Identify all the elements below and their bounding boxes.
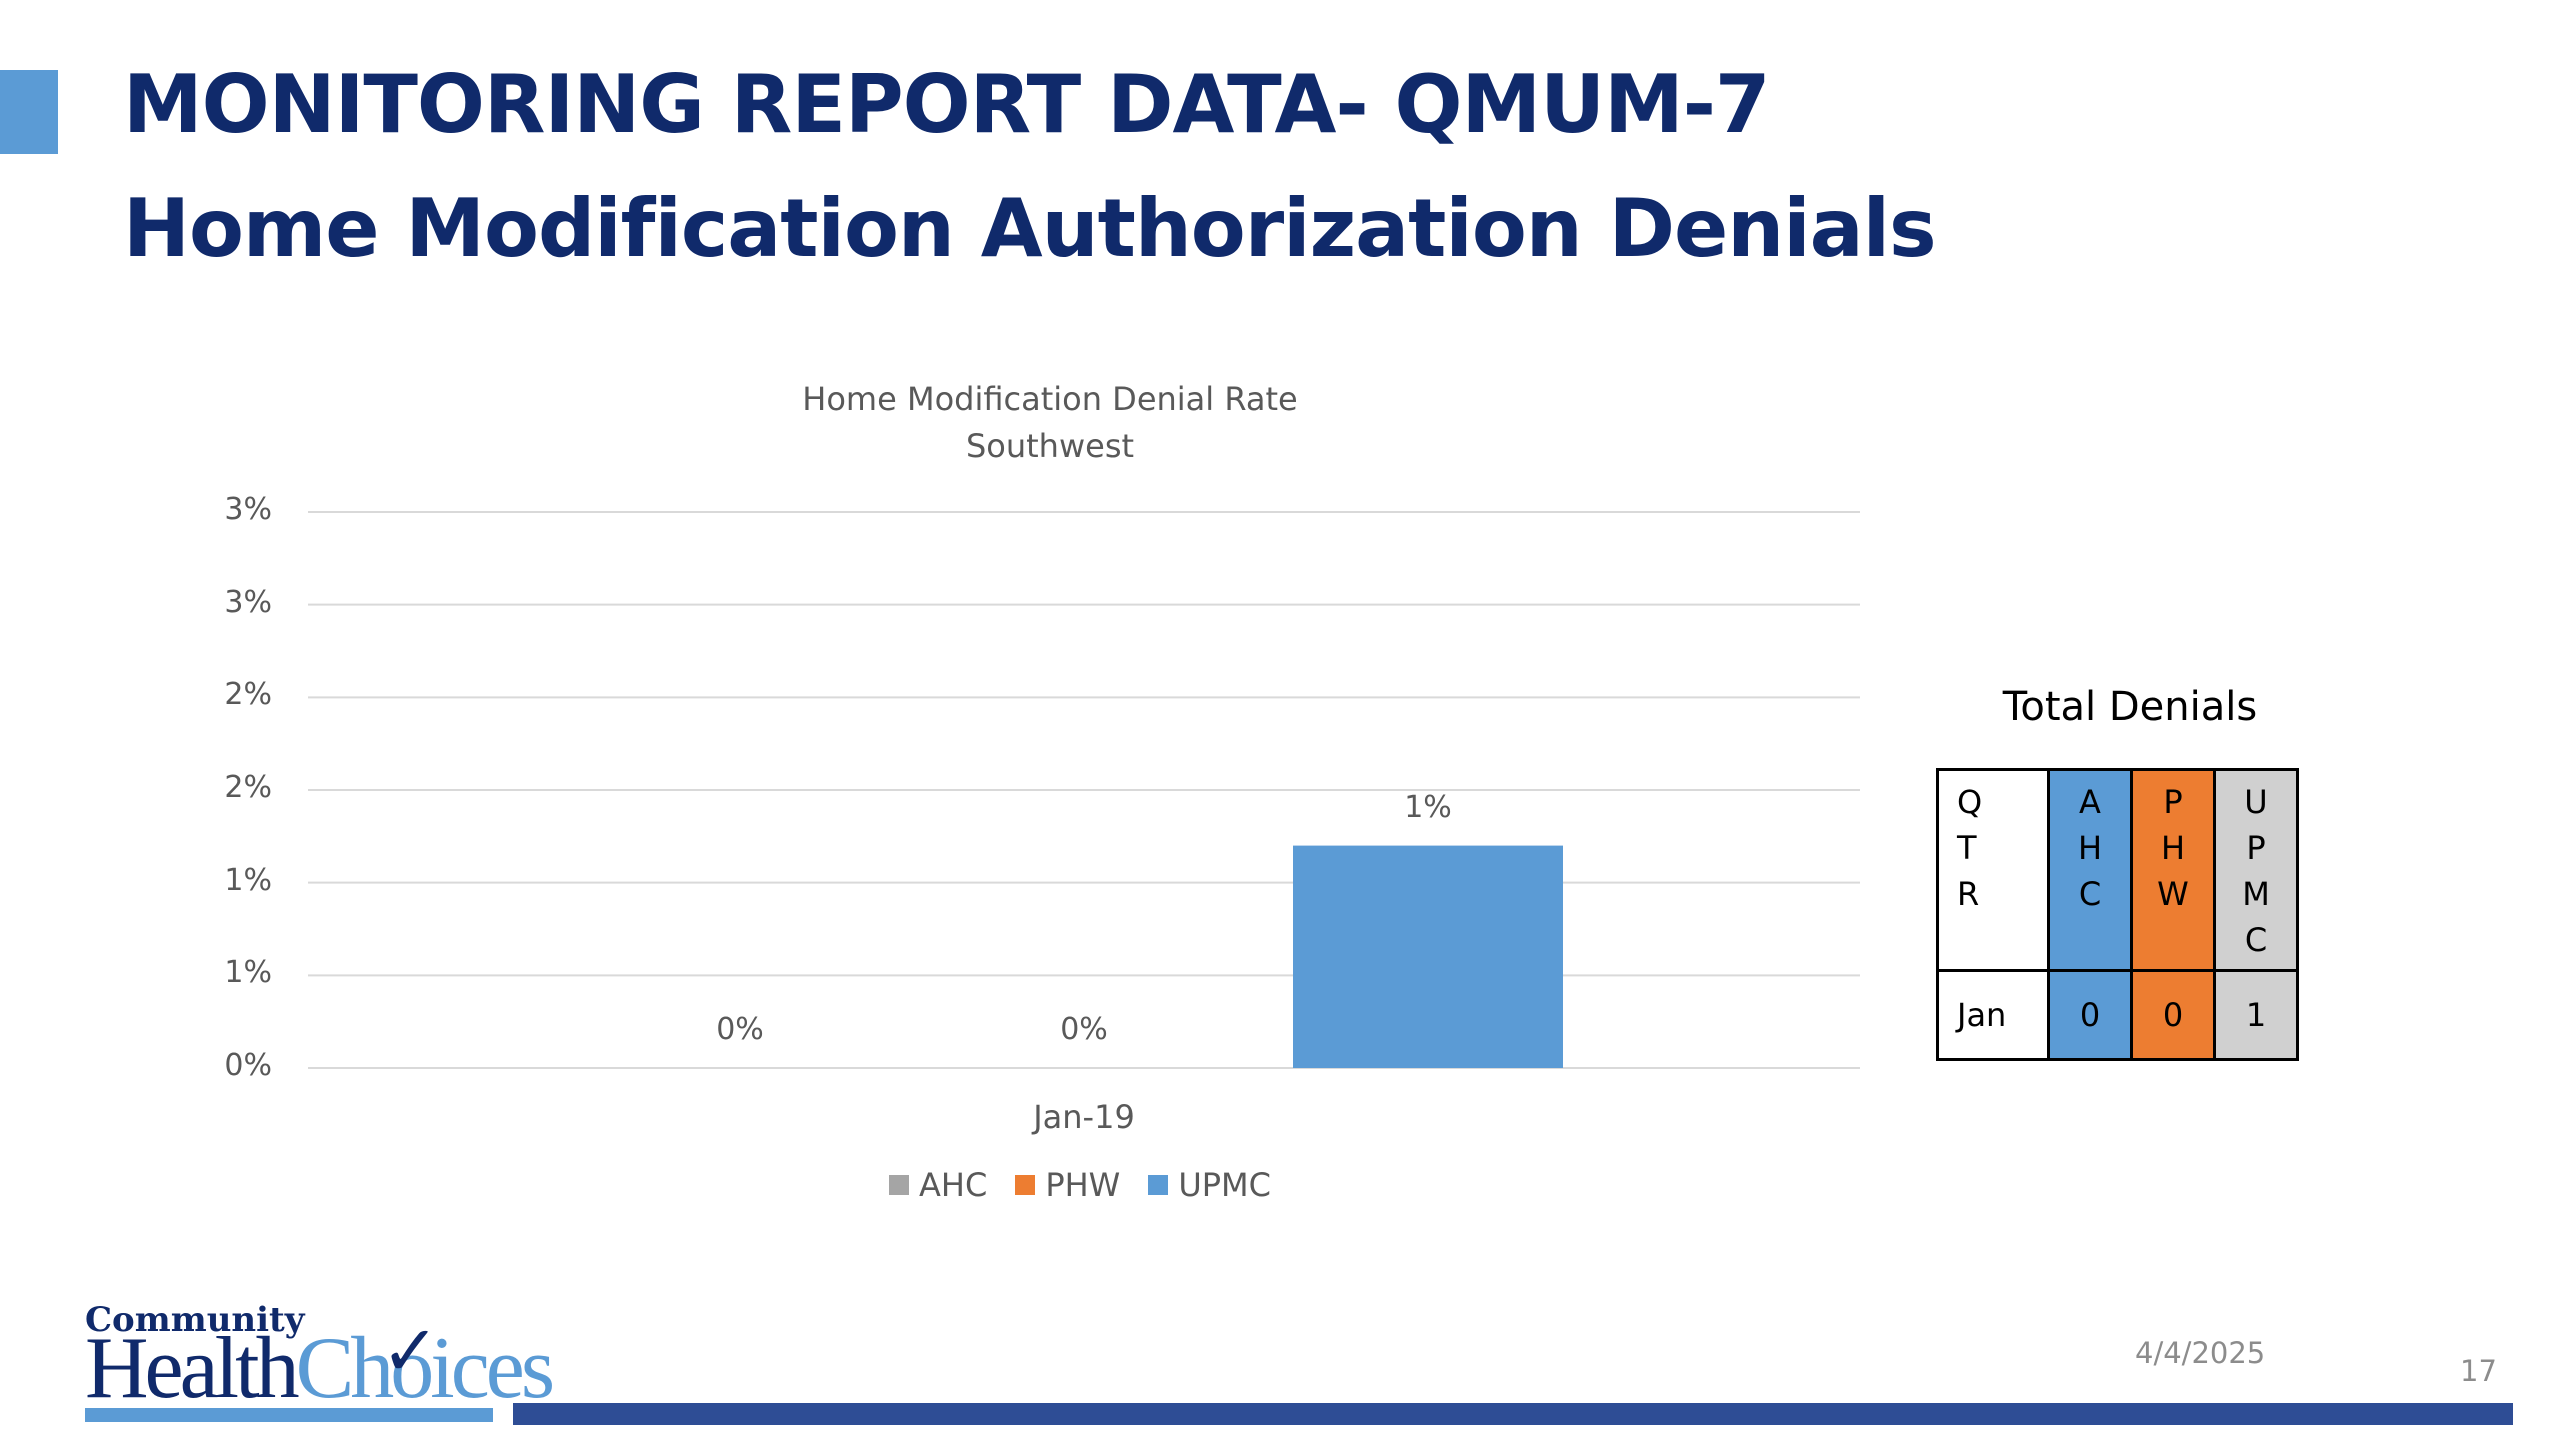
legend-label: UPMC — [1178, 1166, 1271, 1204]
footer-bar — [513, 1403, 2513, 1425]
logo-top-text: Community — [85, 1300, 305, 1340]
logo-wordmark: HealthChoices — [85, 1318, 556, 1419]
cell-phw: 0 — [2130, 969, 2216, 1061]
table-row: Jan 0 0 1 — [1936, 969, 2299, 1061]
y-tick-label: 1% — [224, 955, 272, 991]
header-qtr-letter: T — [1957, 829, 1977, 867]
legend-swatch — [1015, 1175, 1036, 1195]
header-phw-letter: H — [2160, 829, 2186, 867]
bar-data-label: 0% — [1060, 1012, 1108, 1047]
y-tick-label: 2% — [224, 677, 272, 713]
title-accent-block — [0, 70, 58, 154]
header-phw-letter: P — [2163, 783, 2183, 821]
logo-underline — [85, 1408, 493, 1422]
page-number: 17 — [2460, 1354, 2497, 1388]
header-qtr-letter: R — [1957, 875, 1980, 913]
logo-choices-text: Choices — [295, 1320, 556, 1417]
checkmark-icon: ✓ — [381, 1310, 440, 1392]
chart-legend: AHC PHW UPMC — [0, 1165, 2160, 1204]
legend-swatch — [1148, 1175, 1169, 1195]
header-qtr-letter: Q — [1957, 783, 1983, 821]
cell-ahc: 0 — [2047, 969, 2133, 1061]
x-tick-label: Jan-19 — [1033, 1098, 1135, 1136]
total-denials-title: Total Denials — [2002, 684, 2258, 730]
chart-title: Home Modification Denial Rate — [802, 380, 1298, 418]
header-ahc-letter: C — [2078, 875, 2102, 913]
header-upmc-letter: M — [2242, 875, 2270, 913]
header-upmc-letter: C — [2244, 921, 2268, 959]
header-phw: P H W — [2130, 768, 2216, 972]
legend-item: AHC — [889, 1166, 987, 1204]
legend-swatch — [889, 1175, 910, 1195]
bar-data-label: 1% — [1404, 789, 1452, 825]
total-denials-table: Q T R A H C P H W U P M C Jan 0 0 1 — [1936, 768, 2299, 1061]
header-ahc: A H C — [2047, 768, 2133, 972]
logo-health-text: Health — [85, 1320, 300, 1417]
bar-upmc — [1293, 845, 1563, 1068]
legend-item: PHW — [1015, 1166, 1120, 1204]
header-qtr: Q T R — [1936, 768, 2050, 972]
header-phw-letter: W — [2157, 875, 2189, 913]
cell-upmc: 1 — [2213, 969, 2299, 1061]
y-tick-label: 3% — [224, 584, 272, 620]
y-tick-label: 3% — [224, 492, 272, 527]
header-upmc: U P M C — [2213, 768, 2299, 972]
header-upmc-letter: U — [2244, 783, 2268, 821]
header-ahc-letter: A — [2079, 783, 2101, 821]
header-upmc-letter: P — [2246, 829, 2266, 867]
legend-label: PHW — [1045, 1166, 1121, 1204]
slide-subtitle: Home Modification Authorization Denials — [123, 182, 1937, 275]
legend-item: UPMC — [1148, 1166, 1271, 1204]
cell-qtr: Jan — [1936, 969, 2050, 1061]
legend-label: AHC — [919, 1166, 988, 1204]
y-tick-label: 1% — [224, 862, 272, 898]
chart-subtitle: Southwest — [965, 427, 1135, 465]
community-healthchoices-logo: Community HealthChoices ✓ — [85, 1300, 555, 1430]
slide-title: MONITORING REPORT DATA- QMUM-7 — [123, 58, 1771, 151]
y-tick-label: 2% — [224, 770, 272, 805]
bar-data-label: 0% — [716, 1012, 764, 1047]
footer-date: 4/4/2025 — [2135, 1336, 2266, 1370]
header-ahc-letter: H — [2077, 829, 2103, 867]
y-tick-label: 0% — [224, 1048, 272, 1083]
table-header-row: Q T R A H C P H W U P M C — [1936, 768, 2299, 972]
